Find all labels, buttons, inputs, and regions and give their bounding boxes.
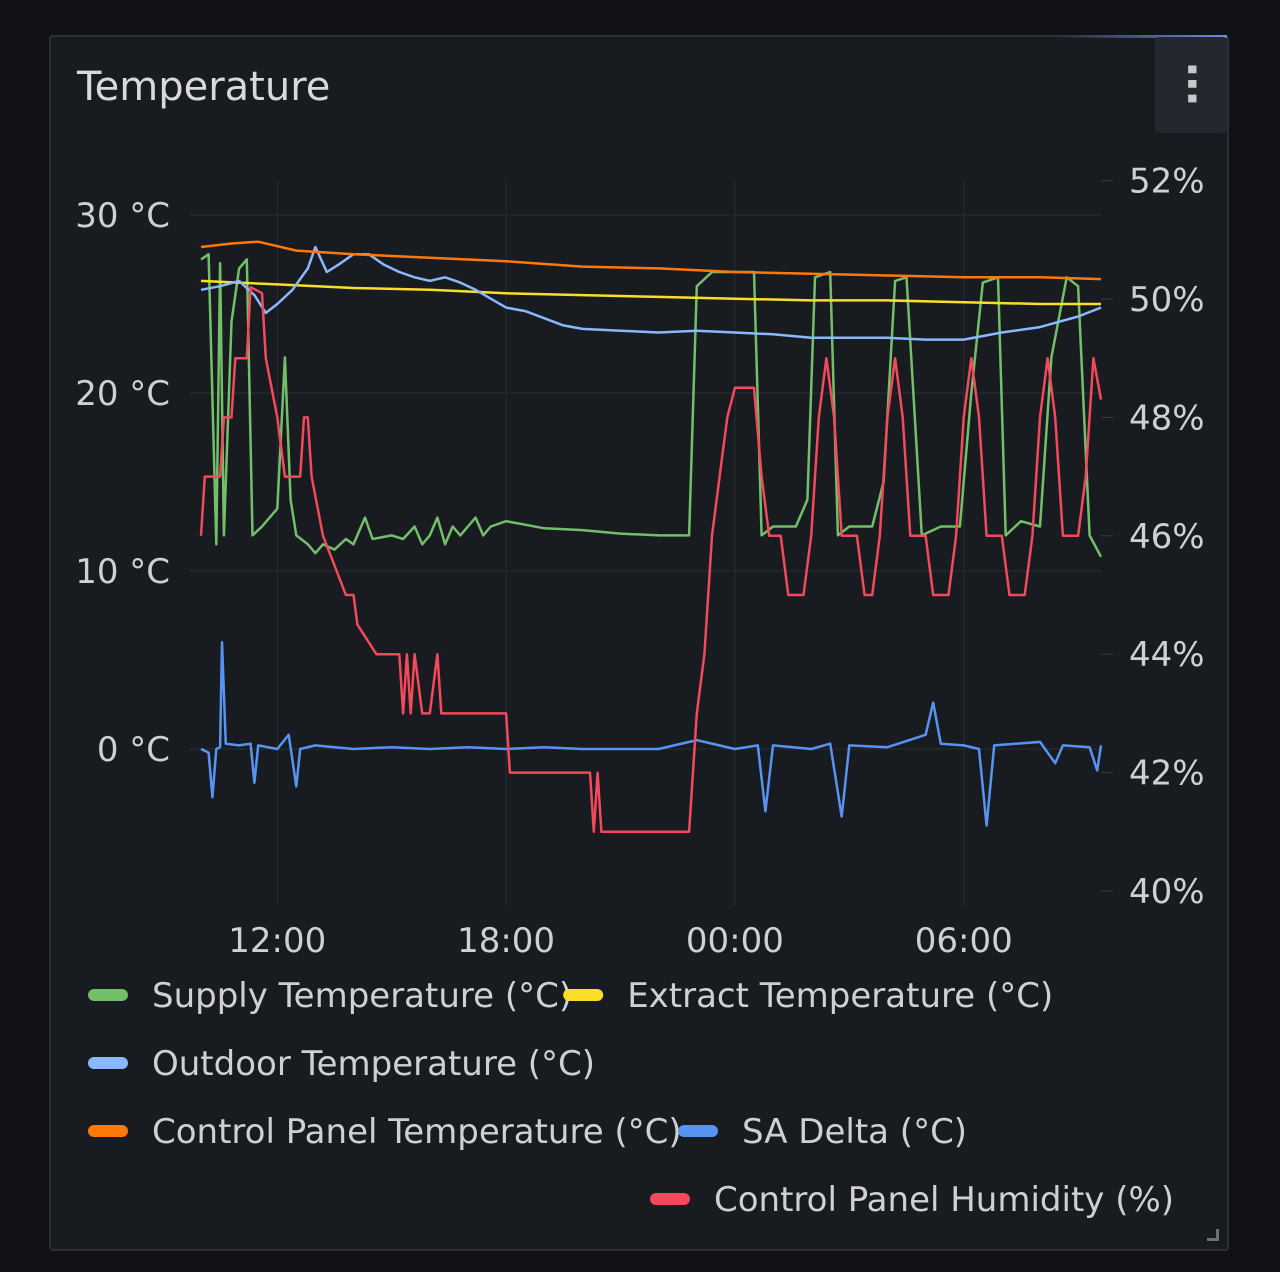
legend-label: Control Panel Temperature (°C) (152, 1112, 682, 1152)
y-right-tick-label: 44% (1129, 635, 1205, 675)
legend-item[interactable]: Control Panel Temperature (°C) (88, 1112, 682, 1152)
vertical-ellipsis-icon: ⋯ (1166, 62, 1217, 108)
x-tick-label: 06:00 (915, 921, 1013, 961)
x-axis: 12:00 18:00 00:00 06:00 (228, 921, 1012, 961)
legend-label: Control Panel Humidity (%) (714, 1180, 1174, 1220)
series-line (200, 252, 1103, 558)
y-left-tick-label: 30 °C (75, 196, 170, 236)
y-right-tick-label: 50% (1129, 280, 1205, 320)
x-tick-label: 00:00 (686, 921, 784, 961)
resize-handle-icon[interactable] (1207, 1229, 1219, 1241)
y-axis-left: 0 °C 10 °C 20 °C 30 °C (75, 196, 170, 770)
legend-swatch (563, 989, 604, 1001)
panel-accent-bar (1057, 35, 1227, 38)
legend-label: SA Delta (°C) (742, 1112, 967, 1152)
x-tick-label: 18:00 (457, 921, 555, 961)
y-left-tick-label: 10 °C (75, 552, 170, 592)
panel-menu-button[interactable]: ⋯ (1155, 37, 1227, 133)
chart-panel: Temperature ⋯ (49, 35, 1229, 1251)
chart-series (199, 240, 1103, 834)
y-left-tick-label: 20 °C (75, 374, 170, 414)
y-left-tick-label: 0 °C (97, 730, 170, 770)
legend-label: Outdoor Temperature (°C) (152, 1044, 595, 1084)
y-right-tick-label: 40% (1129, 872, 1205, 912)
series-line (200, 640, 1103, 827)
x-tick-label: 12:00 (228, 921, 326, 961)
legend-item[interactable]: Supply Temperature (°C) (88, 976, 572, 1016)
legend-item[interactable]: Extract Temperature (°C) (563, 976, 1053, 1016)
legend-label: Extract Temperature (°C) (627, 976, 1053, 1016)
series-line (199, 285, 1103, 834)
legend-item[interactable]: Control Panel Humidity (%) (650, 1180, 1174, 1220)
series-line (200, 240, 1102, 281)
y-axis-right: 40% 42% 44% 46% 48% 50% 52% (1101, 162, 1205, 912)
y-right-tick-label: 52% (1129, 162, 1205, 202)
legend-swatch (650, 1193, 690, 1205)
legend-swatch (678, 1125, 718, 1137)
series-line (200, 245, 1102, 341)
legend-label: Supply Temperature (°C) (152, 976, 572, 1016)
legend-swatch (88, 989, 128, 1001)
chart-legend: Supply Temperature (°C) Extract Temperatu… (88, 976, 1174, 1220)
legend-item[interactable]: SA Delta (°C) (678, 1112, 967, 1152)
y-right-tick-label: 48% (1129, 398, 1205, 438)
y-right-tick-label: 46% (1129, 517, 1205, 557)
legend-swatch (88, 1125, 128, 1137)
series-line (200, 279, 1101, 306)
legend-swatch (88, 1057, 128, 1069)
legend-item[interactable]: Outdoor Temperature (°C) (88, 1044, 595, 1084)
y-right-tick-label: 42% (1129, 754, 1205, 794)
panel-title: Temperature (77, 64, 331, 110)
